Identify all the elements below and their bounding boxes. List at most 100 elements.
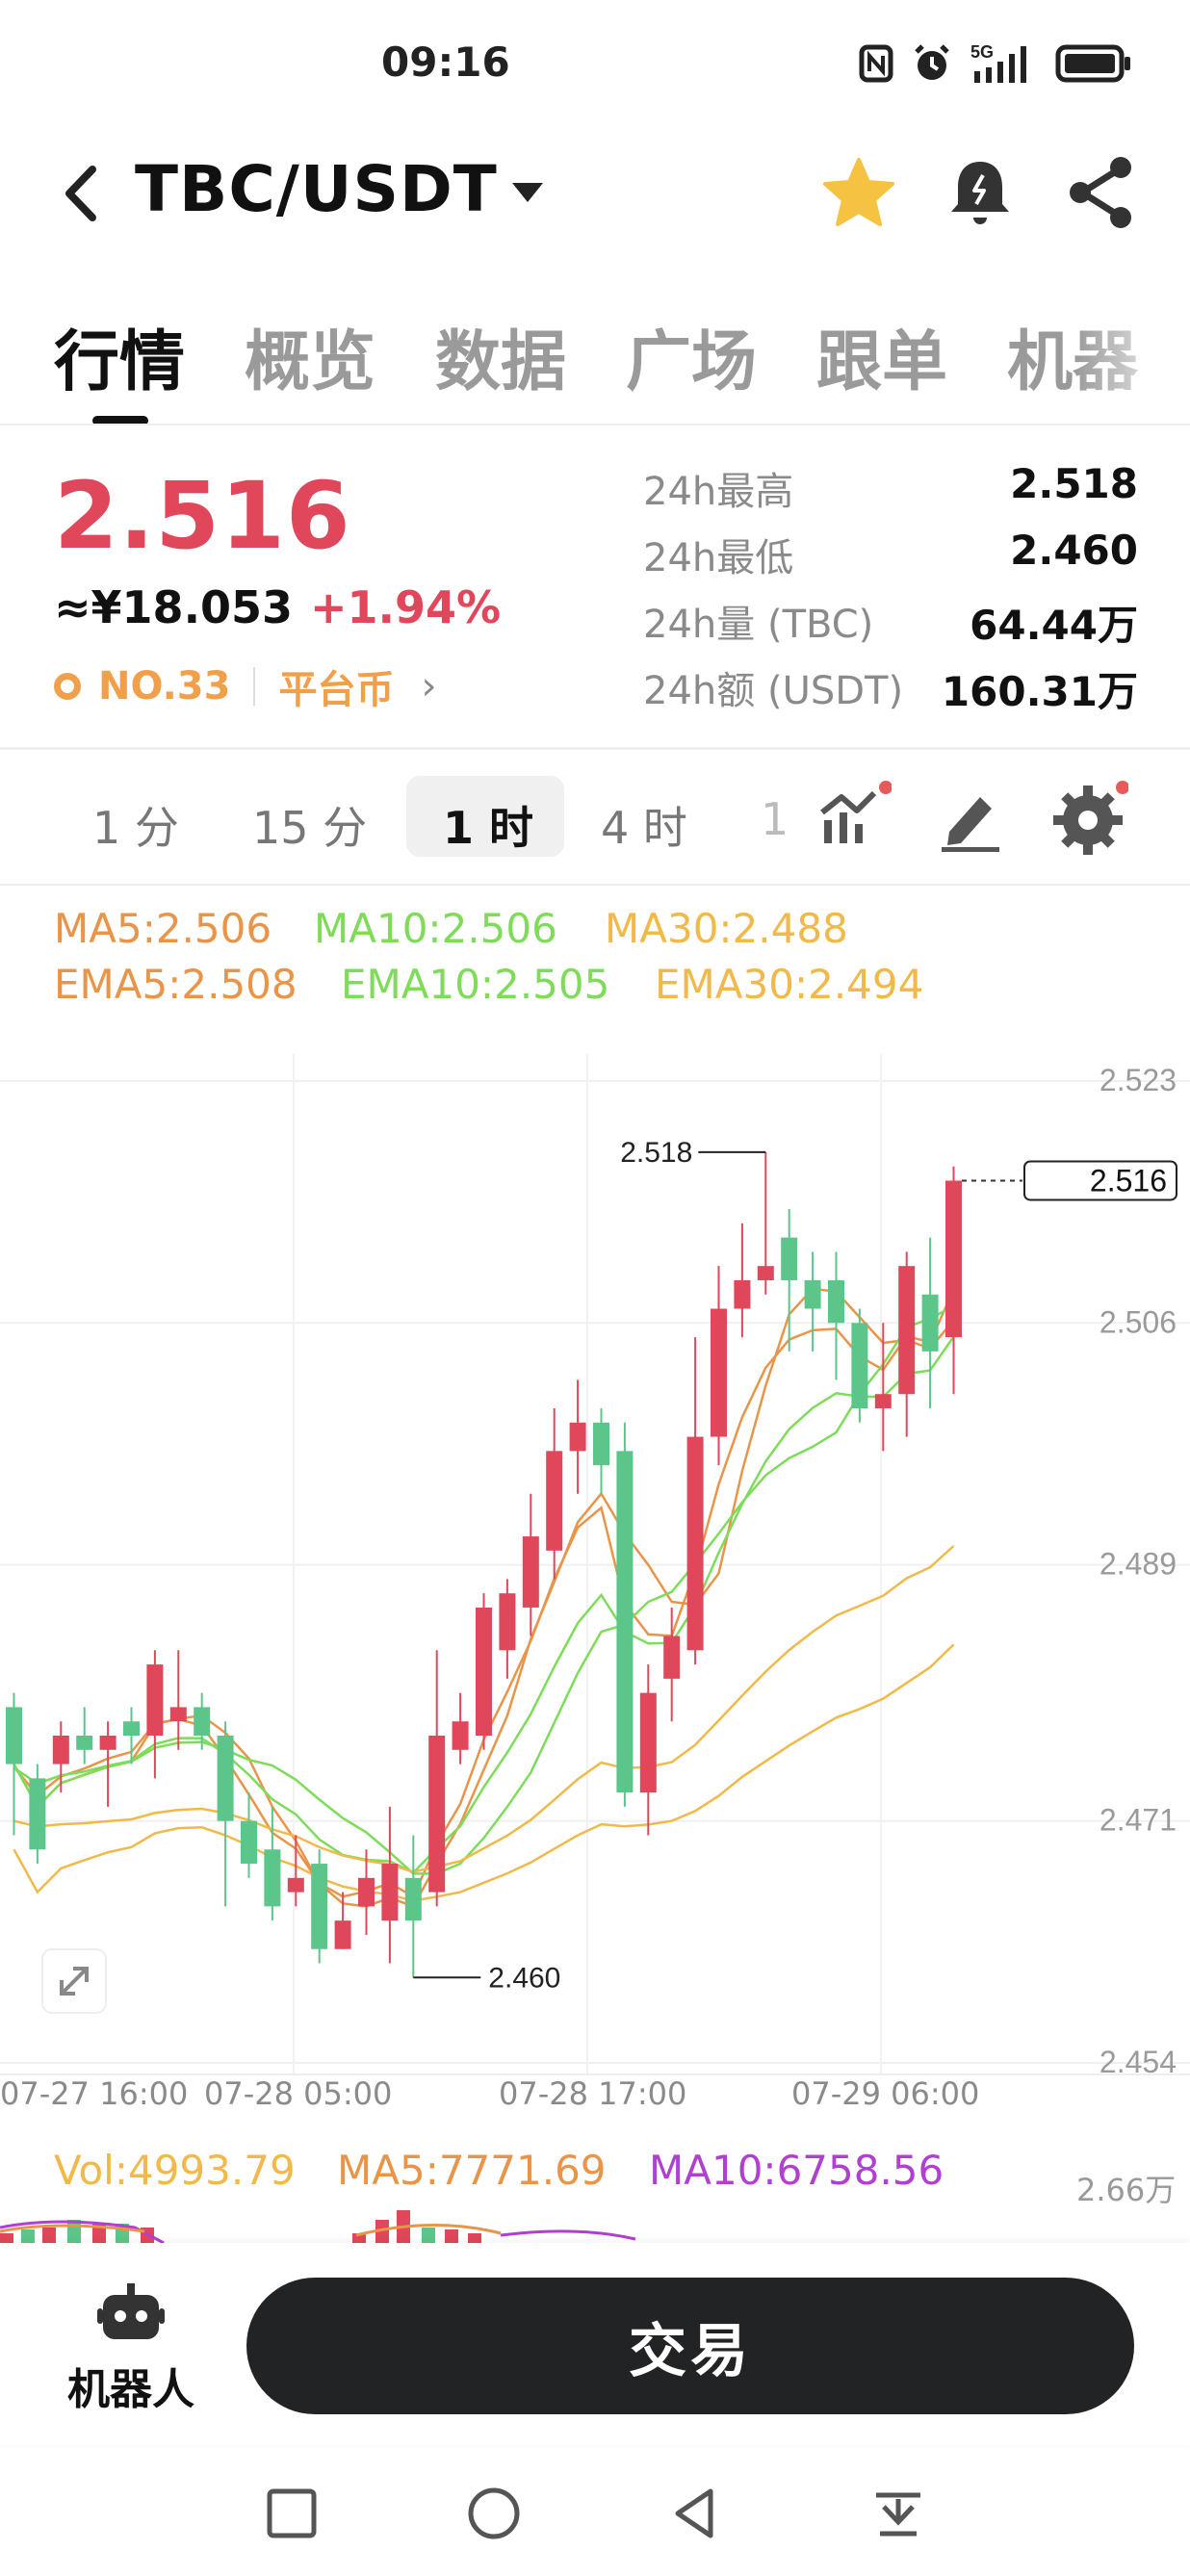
- share-icon[interactable]: [1063, 154, 1140, 231]
- tab-data[interactable]: 数据: [435, 324, 567, 400]
- back-nav-icon[interactable]: [662, 2480, 730, 2547]
- candle-body: [476, 1607, 492, 1736]
- stat-label: 24h最高: [643, 470, 794, 514]
- candle-body: [757, 1266, 774, 1280]
- draw-tool-icon[interactable]: [932, 778, 1009, 855]
- tab-overview[interactable]: 概览: [245, 324, 376, 400]
- tab-market[interactable]: 行情: [54, 324, 186, 400]
- settings-gear-icon[interactable]: [1051, 778, 1128, 855]
- robot-icon: [97, 2283, 165, 2339]
- stat-volume: 24h量 (TBC) 64.44万: [643, 593, 1138, 659]
- ema10-label: EMA10:2.505: [341, 961, 610, 1008]
- last-price-tag-label: 2.516: [1090, 1163, 1167, 1198]
- candle-body: [851, 1323, 868, 1408]
- y-tick-label: 2.506: [1099, 1304, 1177, 1339]
- candle-body: [52, 1736, 69, 1765]
- chart-grid: [0, 1054, 1190, 2075]
- stat-value: 64.44万: [970, 602, 1138, 649]
- candle-body: [334, 1920, 351, 1949]
- candle-body: [287, 1877, 304, 1893]
- interval-1h[interactable]: 1 时: [443, 802, 534, 854]
- ema5-label: EMA5:2.508: [54, 961, 298, 1008]
- candle-body: [241, 1820, 257, 1865]
- vol-ma5-label: MA5:7771.69: [337, 2147, 607, 2194]
- pair-header: TBC/USDT: [0, 144, 1190, 241]
- ema30-line: [13, 1545, 955, 1873]
- star-icon[interactable]: [820, 154, 897, 231]
- alarm-icon: [915, 44, 949, 80]
- recent-apps-icon[interactable]: [258, 2480, 325, 2547]
- signal-5g-icon: 5G: [970, 42, 1026, 83]
- tab-copy-trade[interactable]: 跟单: [816, 324, 948, 400]
- candle-body: [499, 1593, 516, 1651]
- alert-bell-icon[interactable]: [942, 154, 1019, 231]
- interval-4h[interactable]: 4 时: [601, 802, 687, 854]
- candle-body: [546, 1451, 563, 1551]
- candle-body: [169, 1707, 187, 1722]
- notification-pull-icon[interactable]: [865, 2480, 932, 2547]
- status-time: 09:16: [381, 39, 510, 86]
- ma10-line: [13, 1304, 955, 1875]
- volume-panel: Vol:4993.79 MA5:7771.69 MA10:6758.56 2.6…: [0, 2137, 1190, 2243]
- stat-value: 2.460: [1010, 527, 1138, 574]
- candle-body: [945, 1180, 962, 1338]
- battery-icon: [1055, 44, 1130, 83]
- pair-title[interactable]: TBC/USDT: [135, 152, 498, 226]
- candle-body: [146, 1664, 164, 1736]
- indicator-icon[interactable]: [815, 778, 892, 855]
- nfc-icon: [859, 44, 893, 83]
- x-tick-label: 07-27 16:00: [0, 2075, 189, 2112]
- ema5-line: [13, 1288, 955, 1898]
- rank-row[interactable]: NO.33 平台币 ›: [54, 658, 436, 714]
- candle-body: [734, 1279, 751, 1309]
- candle-body: [264, 1849, 281, 1907]
- tab-square[interactable]: 广场: [626, 324, 758, 400]
- high-marker-label: 2.518: [620, 1137, 692, 1169]
- candle-body: [29, 1778, 46, 1850]
- interval-more[interactable]: 1: [761, 793, 789, 845]
- stat-high: 24h最高 2.518: [643, 460, 1138, 527]
- candle-body: [381, 1864, 399, 1921]
- interval-15m[interactable]: 15 分: [252, 802, 368, 854]
- expand-icon[interactable]: [41, 1948, 107, 2014]
- candle-body: [828, 1279, 844, 1324]
- candle-body: [804, 1279, 821, 1309]
- candle-body: [123, 1721, 140, 1736]
- status-icons: 5G: [859, 42, 1132, 85]
- home-icon[interactable]: [460, 2480, 528, 2547]
- y-tick-label: 2.523: [1099, 1063, 1177, 1097]
- y-tick-label: 2.471: [1099, 1803, 1177, 1838]
- system-nav-bar: [0, 2445, 1190, 2576]
- last-price-tag: [1023, 1160, 1177, 1201]
- divider: [0, 884, 1190, 886]
- x-tick-label: 07-28 17:00: [499, 2075, 687, 2112]
- interval-active-bg: [406, 776, 564, 857]
- vol-ma10-label: MA10:6758.56: [649, 2147, 944, 2194]
- candle-body: [76, 1736, 93, 1750]
- bot-label: 机器人: [67, 2365, 194, 2414]
- interval-1m[interactable]: 1 分: [92, 802, 179, 854]
- ma30-line: [13, 1643, 955, 1902]
- stat-value: 2.518: [1010, 460, 1138, 507]
- stat-turnover: 24h额 (USDT) 160.31万: [643, 659, 1138, 726]
- stat-low: 24h最低 2.460: [643, 527, 1138, 593]
- bot-button[interactable]: 机器人: [64, 2283, 198, 2416]
- y-tick-label: 2.454: [1099, 2045, 1177, 2079]
- back-arrow-icon[interactable]: [54, 160, 112, 227]
- low-marker-label: 2.460: [488, 1962, 560, 1994]
- candle-body: [921, 1294, 939, 1352]
- y-axis-labels: 2.523 2.506 2.489 2.471 2.454: [1099, 1063, 1177, 2079]
- candle-body: [358, 1877, 375, 1907]
- trade-button[interactable]: 交易: [246, 2278, 1134, 2414]
- bottom-action-bar: 机器人 交易: [0, 2243, 1190, 2445]
- price-markers: 2.518 2.460 2.516: [413, 1137, 1177, 1994]
- ma10-label: MA10:2.506: [314, 905, 557, 952]
- candle-body: [711, 1308, 727, 1437]
- x-axis: 07-27 16:00 07-28 05:00 07-28 17:00 07-2…: [0, 2075, 1190, 2124]
- candle-body: [639, 1692, 657, 1793]
- candle-body: [404, 1877, 422, 1921]
- stats-panel: 24h最高 2.518 24h最低 2.460 24h量 (TBC) 64.44…: [643, 460, 1138, 726]
- caret-down-icon[interactable]: [508, 179, 547, 208]
- candle-body: [99, 1736, 116, 1750]
